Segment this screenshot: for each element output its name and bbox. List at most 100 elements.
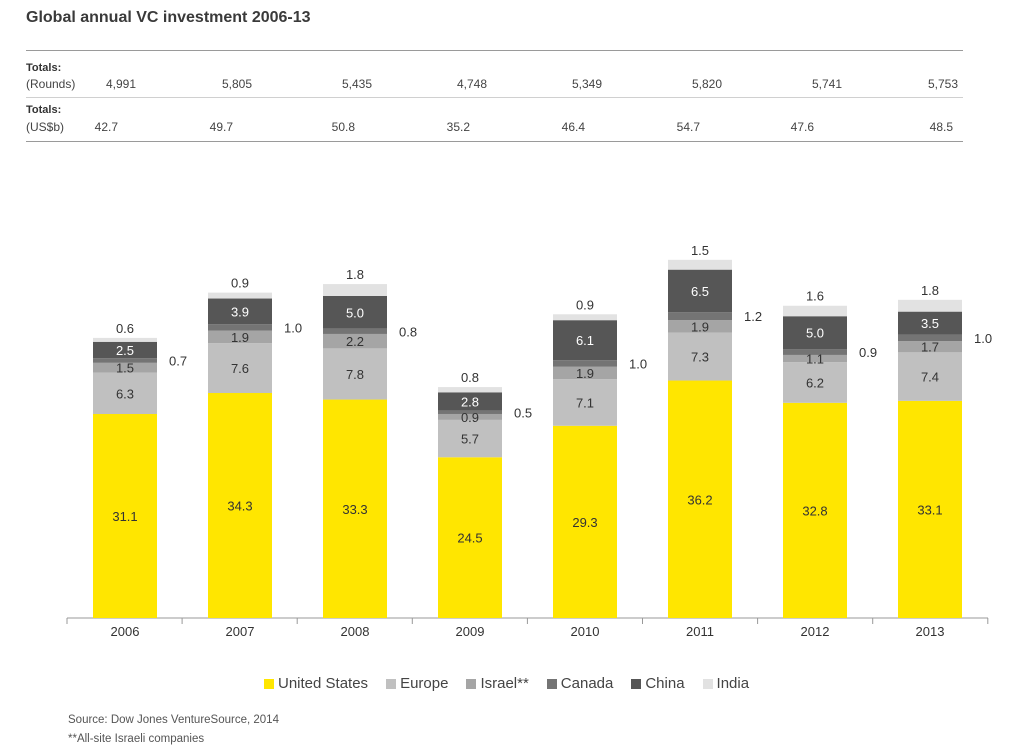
data-label: 0.8	[399, 324, 417, 339]
bottom-rule	[26, 141, 963, 142]
usd-total-value: 50.8	[331, 120, 355, 134]
bar-segment-europe	[553, 379, 617, 426]
legend-item: China	[631, 675, 685, 692]
data-label: 1.8	[346, 267, 364, 282]
data-label: 1.6	[806, 289, 824, 304]
data-label: 5.0	[806, 326, 824, 341]
data-label: 1.9	[691, 319, 709, 334]
bar-segment-united-states	[438, 457, 502, 618]
bar-segment-india	[783, 305, 847, 317]
legend-item: United States	[264, 675, 368, 692]
data-label: 7.1	[576, 396, 594, 411]
rounds-totals-unit: (Rounds)	[26, 77, 76, 91]
usd-total-value: 48.5	[929, 120, 953, 134]
bar-segment-israel	[783, 354, 847, 363]
usd-total-value: 47.6	[790, 120, 814, 134]
bar-segment-india	[323, 284, 387, 296]
rounds-total-value: 5,753	[927, 77, 958, 91]
legend-item: Canada	[546, 675, 613, 692]
usd-total-value: 49.7	[209, 120, 233, 134]
legend-item: Europe	[386, 675, 448, 692]
data-label: 32.8	[802, 503, 827, 518]
legend-swatch	[546, 678, 557, 689]
data-label: 31.1	[112, 509, 137, 524]
bar-segment-israel	[208, 330, 272, 344]
bar-segment-china	[668, 269, 732, 313]
data-label: 7.4	[921, 370, 939, 385]
data-label: 34.3	[227, 498, 252, 513]
data-label: 0.9	[231, 276, 249, 291]
stacked-bar-chart: 31.1 6.3 1.5 0.7 2.5 0.6 2006 34.3 7.6 1.9 1.0 3.9 0…	[66, 243, 992, 639]
data-label: 2.8	[461, 395, 479, 410]
data-label: 1.0	[974, 331, 992, 346]
bar-segment-united-states	[208, 392, 272, 618]
bar-segment-united-states	[93, 413, 157, 618]
data-label: 7.3	[691, 350, 709, 365]
bar-segment-israel	[93, 362, 157, 373]
data-label: 36.2	[687, 492, 712, 507]
data-label: 6.2	[806, 375, 824, 390]
bar-segment-china	[93, 341, 157, 359]
rounds-total-value: 5,805	[221, 77, 252, 91]
legend-swatch	[264, 678, 274, 689]
source-note: Source: Dow Jones VentureSource, 2014	[68, 714, 279, 726]
bar-segment-canada	[208, 324, 272, 331]
usd-totals-label: Totals:	[26, 104, 62, 116]
data-label: 0.9	[859, 345, 877, 360]
x-tick-label: 2013	[916, 624, 945, 639]
x-tick-label: 2011	[686, 624, 714, 639]
x-tick-label: 2009	[456, 624, 485, 639]
legend-swatch	[386, 678, 397, 689]
bar-segment-europe	[783, 362, 847, 403]
legend-label: China	[645, 675, 685, 692]
data-label: 3.9	[231, 304, 249, 319]
bar-segment-europe	[93, 372, 157, 414]
bar-segment-united-states	[323, 399, 387, 618]
bar-segment-united-states	[898, 400, 962, 618]
bar-segment-india	[668, 259, 732, 270]
data-label: 1.7	[921, 340, 939, 355]
data-label: 0.6	[116, 321, 134, 336]
bar-segment-china	[783, 316, 847, 350]
legend-label: Israel**	[480, 675, 529, 692]
rounds-total-value: 5,820	[691, 77, 722, 91]
bar-segment-europe	[208, 343, 272, 393]
data-label: 1.8	[921, 283, 939, 298]
x-tick-label: 2008	[341, 624, 370, 639]
bar-segment-europe	[323, 348, 387, 400]
chart-title: Global annual VC investment 2006-13	[26, 9, 311, 26]
usd-totals-unit: (US$b)	[26, 120, 65, 134]
legend-swatch	[631, 678, 642, 689]
data-label: 1.5	[116, 361, 134, 376]
bar-segment-europe	[438, 419, 502, 458]
legend-item: Israel**	[466, 675, 529, 692]
bar-segment-canada	[323, 328, 387, 334]
legend-swatch	[466, 678, 477, 689]
bar-segment-china	[438, 392, 502, 411]
bar-segment-canada	[668, 312, 732, 321]
data-label: 0.5	[514, 405, 532, 420]
data-label: 3.5	[921, 316, 939, 331]
data-label: 33.1	[917, 502, 942, 517]
data-label: 5.0	[346, 305, 364, 320]
data-label: 1.9	[231, 330, 249, 345]
bar-segment-united-states	[783, 402, 847, 618]
data-label: 6.5	[691, 284, 709, 299]
data-label: 33.3	[342, 502, 367, 517]
data-label: 5.7	[461, 432, 479, 447]
bar-segment-israel	[553, 366, 617, 380]
usd-total-value: 35.2	[446, 120, 470, 134]
data-label: 1.0	[284, 320, 302, 335]
usd-total-value: 46.4	[561, 120, 585, 134]
middle-rule	[26, 97, 963, 98]
data-label: 2.5	[116, 343, 134, 358]
usd-total-value: 54.7	[676, 120, 700, 134]
data-label: 1.5	[691, 243, 709, 258]
legend-item: India	[702, 675, 749, 692]
bar-segment-china	[898, 311, 962, 335]
bar-segment-canada	[438, 410, 502, 414]
data-label: 24.5	[457, 531, 482, 546]
data-label: 0.7	[169, 354, 187, 369]
x-tick-label: 2012	[801, 624, 830, 639]
bar-segment-europe	[898, 352, 962, 401]
